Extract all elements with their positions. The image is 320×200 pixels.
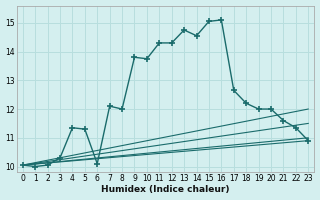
X-axis label: Humidex (Indice chaleur): Humidex (Indice chaleur)	[101, 185, 230, 194]
